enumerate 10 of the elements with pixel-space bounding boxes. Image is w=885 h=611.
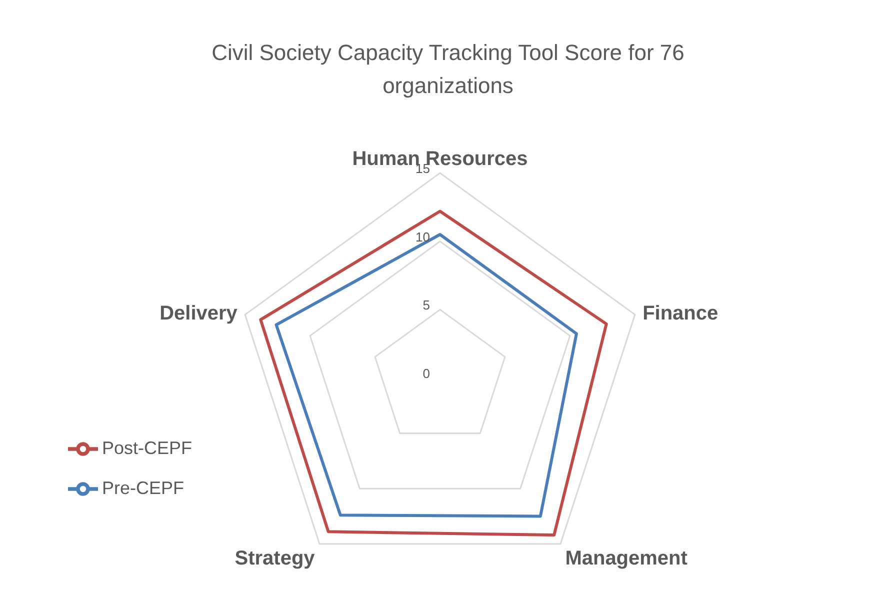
legend-label: Post-CEPF <box>102 438 192 458</box>
legend-label: Pre-CEPF <box>102 478 184 498</box>
y-tick-label: 0 <box>422 366 430 381</box>
y-tick-label: 5 <box>422 298 430 313</box>
chart-title: Civil Society Capacity Tracking Tool Score for 76 organizations <box>210 39 686 100</box>
spoke-label: Management <box>565 548 688 570</box>
spoke-label: Strategy <box>234 548 316 570</box>
spoke-label: Delivery <box>160 302 238 324</box>
spoke-label: Finance <box>642 302 718 324</box>
y-tick-label: 10 <box>416 229 430 244</box>
